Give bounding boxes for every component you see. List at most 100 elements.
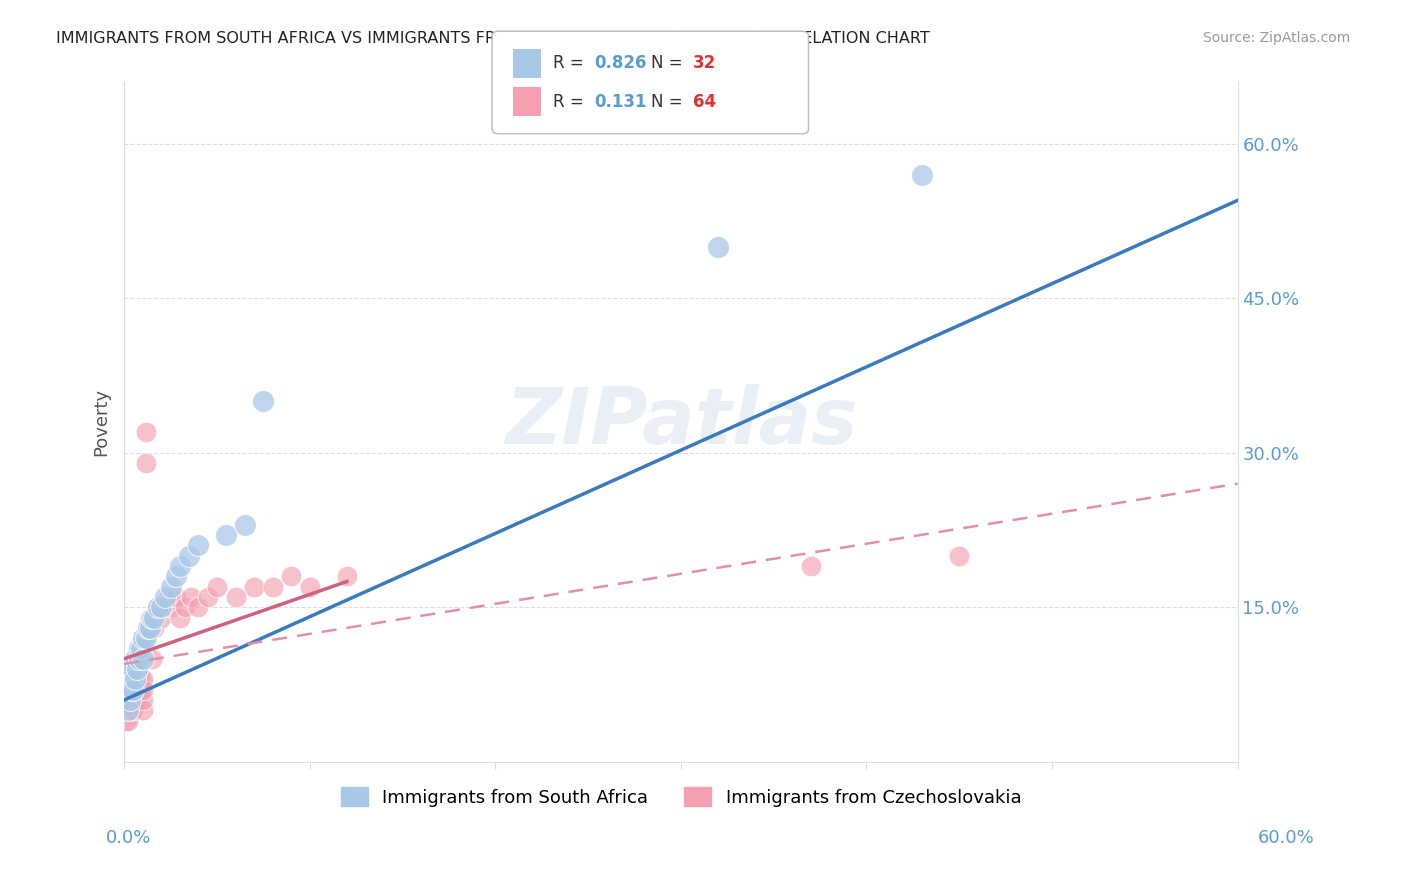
Point <box>225 590 247 604</box>
Point <box>145 610 167 624</box>
Point <box>233 517 256 532</box>
Point <box>115 703 138 717</box>
Point <box>150 600 173 615</box>
Point <box>174 600 197 615</box>
Point <box>118 673 141 687</box>
Point <box>122 673 145 687</box>
Point <box>115 714 138 728</box>
Point <box>129 673 152 687</box>
Point <box>122 662 145 676</box>
Point <box>117 703 139 717</box>
Point <box>132 673 155 687</box>
Text: IMMIGRANTS FROM SOUTH AFRICA VS IMMIGRANTS FROM CZECHOSLOVAKIA POVERTY CORRELATI: IMMIGRANTS FROM SOUTH AFRICA VS IMMIGRAN… <box>56 31 929 46</box>
Point <box>127 662 149 676</box>
Point <box>280 569 302 583</box>
Point <box>132 652 155 666</box>
Point <box>138 621 160 635</box>
Point <box>129 682 152 697</box>
Point <box>132 703 155 717</box>
Point <box>127 693 149 707</box>
Point <box>122 703 145 717</box>
Point <box>127 673 149 687</box>
Point <box>132 631 155 645</box>
Point <box>187 538 209 552</box>
Point <box>162 600 184 615</box>
Text: N =: N = <box>651 93 688 111</box>
Point <box>169 610 191 624</box>
Text: 32: 32 <box>693 54 717 71</box>
Point <box>153 600 176 615</box>
Point <box>128 673 150 687</box>
Point <box>142 621 165 635</box>
Point <box>205 580 228 594</box>
Point <box>128 652 150 666</box>
Point <box>122 662 145 676</box>
Point <box>132 682 155 697</box>
Point <box>336 569 359 583</box>
Point <box>124 693 146 707</box>
Text: ZIPatlas: ZIPatlas <box>505 384 858 460</box>
Text: N =: N = <box>651 54 688 71</box>
Point <box>122 682 145 697</box>
Legend: Immigrants from South Africa, Immigrants from Czechoslovakia: Immigrants from South Africa, Immigrants… <box>333 780 1029 814</box>
Point <box>252 394 274 409</box>
Point <box>129 641 152 656</box>
Point <box>128 662 150 676</box>
Text: Source: ZipAtlas.com: Source: ZipAtlas.com <box>1202 31 1350 45</box>
Point <box>128 682 150 697</box>
Point <box>159 580 181 594</box>
Point <box>215 528 238 542</box>
Point <box>121 682 143 697</box>
Point <box>141 610 163 624</box>
Point <box>141 610 163 624</box>
Point <box>911 168 934 182</box>
Point <box>135 425 157 439</box>
Point <box>118 703 141 717</box>
Text: 0.131: 0.131 <box>595 93 647 111</box>
Text: R =: R = <box>553 93 589 111</box>
Point <box>165 569 187 583</box>
Point <box>179 549 201 563</box>
Point <box>948 549 970 563</box>
Point <box>118 693 141 707</box>
Text: 60.0%: 60.0% <box>1258 829 1315 847</box>
Point <box>117 703 139 717</box>
Point <box>298 580 321 594</box>
Point <box>141 652 163 666</box>
Text: R =: R = <box>553 54 589 71</box>
Point <box>135 456 157 470</box>
Point <box>262 580 284 594</box>
Point <box>187 600 209 615</box>
Point <box>169 559 191 574</box>
Point <box>146 600 169 615</box>
Point <box>153 590 176 604</box>
Point <box>127 682 149 697</box>
Point <box>142 610 165 624</box>
Point <box>121 693 143 707</box>
Point <box>132 693 155 707</box>
Point <box>139 610 162 624</box>
Point <box>124 673 146 687</box>
Text: 0.0%: 0.0% <box>105 829 150 847</box>
Point <box>117 682 139 697</box>
Point <box>117 673 139 687</box>
Point <box>117 693 139 707</box>
Point <box>118 693 141 707</box>
Point <box>122 682 145 697</box>
Point <box>121 673 143 687</box>
Point <box>800 559 823 574</box>
Point <box>157 590 180 604</box>
Point <box>124 673 146 687</box>
Point <box>707 240 730 254</box>
Point <box>243 580 266 594</box>
Point <box>121 703 143 717</box>
Point <box>138 621 160 635</box>
Y-axis label: Poverty: Poverty <box>93 388 110 456</box>
Point <box>122 693 145 707</box>
Point <box>121 682 143 697</box>
Text: 0.826: 0.826 <box>595 54 647 71</box>
Text: 64: 64 <box>693 93 716 111</box>
Point <box>117 714 139 728</box>
Point <box>146 600 169 615</box>
Point <box>139 621 162 635</box>
